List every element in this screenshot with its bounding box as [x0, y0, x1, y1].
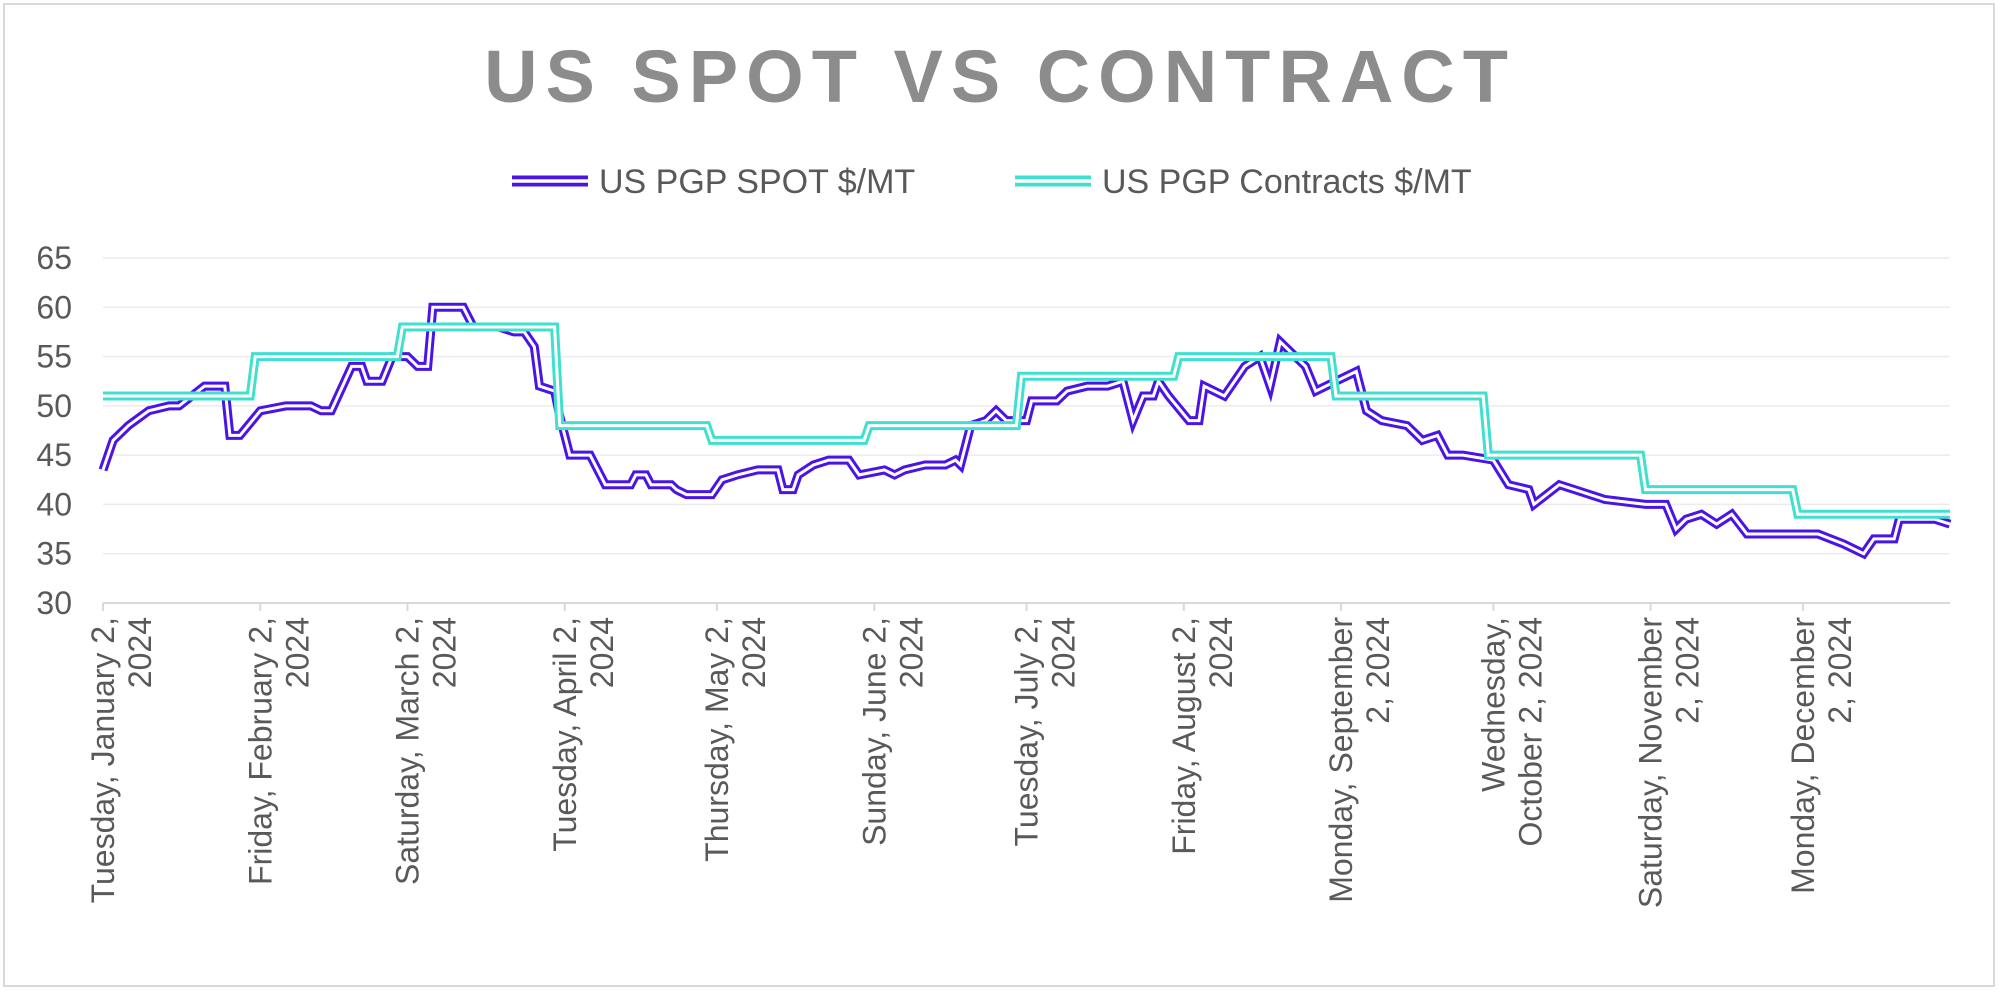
legend-label-contracts: US PGP Contracts $/MT	[1102, 163, 1472, 201]
x-tick-label-line: Friday, August 2,	[1166, 617, 1202, 855]
x-tick-label: Monday, September 2, 2024	[1323, 617, 1396, 903]
x-tick-label-line: Tuesday, July 2,	[1009, 617, 1045, 846]
series-line-contracts-inner	[103, 325, 1950, 516]
chart-title: US SPOT VS CONTRACT	[484, 35, 1516, 118]
x-tick-label-line: Saturday, November	[1633, 617, 1669, 908]
series-spot	[98, 302, 1952, 560]
y-tick-label: 30	[36, 585, 72, 621]
x-tick-label: Monday, December 2, 2024	[1785, 617, 1858, 894]
y-tick-label: 50	[36, 388, 72, 424]
x-tick-label: Saturday, March 2, 2024	[389, 617, 462, 885]
x-tick-label-line: Thursday, May 2,	[699, 617, 735, 862]
x-tick-label-line: 2024	[426, 617, 462, 688]
series-contracts	[103, 322, 1950, 519]
legend-label-spot: US PGP SPOT $/MT	[599, 163, 915, 201]
x-tick-label-line: Tuesday, April 2,	[547, 617, 583, 852]
x-tick-label-line: 2024	[584, 617, 620, 688]
x-tick-label: Wednesday, October 2, 2024	[1475, 617, 1548, 846]
x-tick-label: Thursday, May 2, 2024	[699, 617, 772, 862]
series-line-spot	[98, 302, 1952, 560]
chart-frame	[3, 3, 1995, 987]
legend-item-spot: US PGP SPOT $/MT	[512, 163, 915, 201]
x-tick-label-line: Saturday, March 2,	[389, 617, 425, 885]
x-tick-label: Friday, February 2, 2024	[242, 617, 315, 885]
x-tick-label-line: Tuesday, January 2,	[85, 617, 121, 903]
x-tick-label: Tuesday, January 2, 2024	[85, 617, 158, 903]
y-tick-label: 65	[36, 240, 72, 276]
x-tick-label-line: 2024	[1046, 617, 1082, 688]
x-tick-label-line: Wednesday,	[1475, 617, 1511, 792]
y-tick-label: 35	[36, 536, 72, 572]
x-tick-label: Friday, August 2, 2024	[1166, 617, 1239, 855]
x-tick-label-line: 2024	[893, 617, 929, 688]
x-tick-label-line: 2024	[1203, 617, 1239, 688]
x-tick-label-line: 2024	[736, 617, 772, 688]
x-tick-label-line: Sunday, June 2,	[856, 617, 892, 846]
series-layer	[98, 302, 1952, 560]
y-tick-label: 60	[36, 289, 72, 325]
legend: US PGP SPOT $/MT US PGP Contracts $/MT	[512, 163, 1472, 201]
x-tick-label-line: 2024	[122, 617, 158, 688]
x-tick-label: Sunday, June 2, 2024	[856, 617, 929, 846]
y-tick-label: 55	[36, 339, 72, 375]
x-tick-label-line: 2, 2024	[1822, 617, 1858, 724]
y-tick-label: 45	[36, 437, 72, 473]
x-tick-label-line: Monday, September	[1323, 617, 1359, 903]
x-tick-label-line: Friday, February 2,	[242, 617, 278, 885]
x-tick-label-line: 2, 2024	[1360, 617, 1396, 724]
x-axis: Tuesday, January 2, 2024 Friday, February …	[85, 602, 1950, 908]
x-tick-label-line: October 2, 2024	[1512, 617, 1548, 846]
x-tick-label: Tuesday, April 2, 2024	[547, 617, 620, 852]
legend-item-contracts: US PGP Contracts $/MT	[1015, 163, 1472, 201]
x-tick-label: Tuesday, July 2, 2024	[1009, 617, 1082, 846]
x-tick-label-line: 2024	[279, 617, 315, 688]
x-tick-label-line: Monday, December	[1785, 617, 1821, 894]
y-axis-ticks: 30 35 40 45 50 55 60 65	[36, 240, 72, 621]
x-tick-label-line: 2, 2024	[1670, 617, 1706, 724]
y-tick-label: 40	[36, 486, 72, 522]
x-tick-label: Saturday, November 2, 2024	[1633, 617, 1706, 908]
